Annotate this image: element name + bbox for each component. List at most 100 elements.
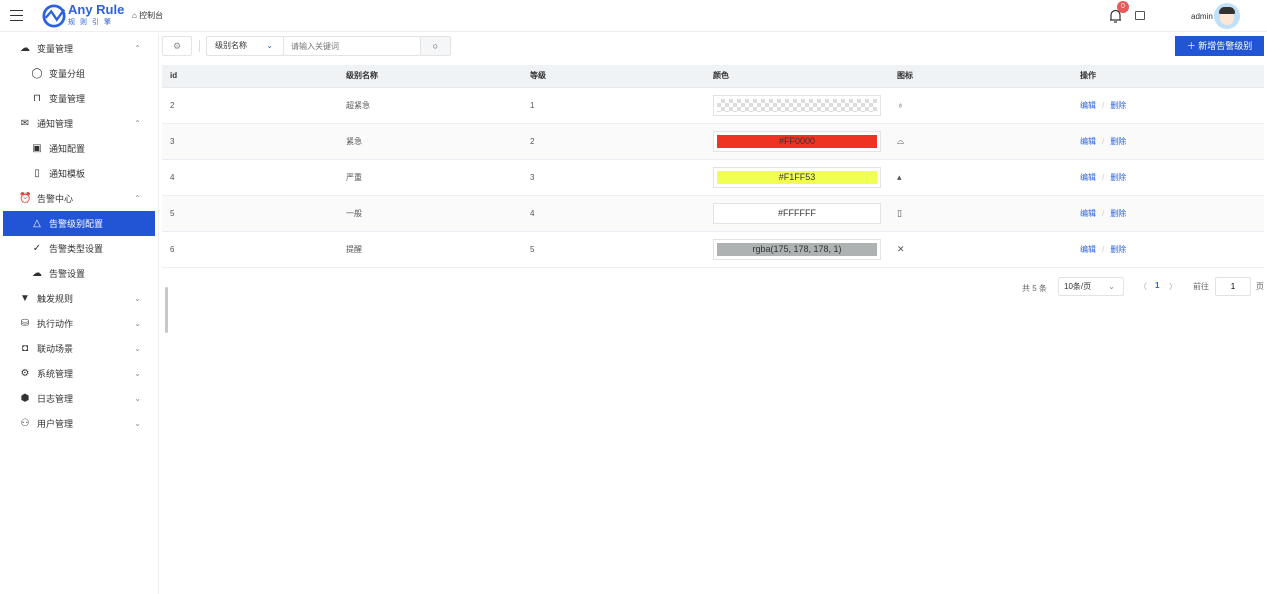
sidebar-item[interactable]: ☁ 变量管理 ⌃	[3, 36, 155, 61]
scrollbar-thumb[interactable]	[165, 287, 168, 333]
settings-button[interactable]: ⚙	[162, 36, 192, 56]
bell-icon[interactable]	[1109, 9, 1122, 23]
search-input[interactable]	[283, 36, 421, 56]
cell-name: 一般	[346, 195, 530, 232]
home-icon: ⌂	[132, 11, 137, 20]
sidebar-item[interactable]: ✓ 告警类型设置	[3, 236, 155, 261]
edit-link[interactable]: 编辑	[1080, 244, 1096, 254]
total-count: 共 5 条	[1022, 283, 1047, 293]
cell-name: 紧急	[346, 123, 530, 160]
column-header: 图标	[897, 65, 1080, 88]
user-icon: ⚇	[20, 418, 30, 429]
delete-link[interactable]: 删除	[1110, 100, 1127, 110]
cup-icon: ▯	[897, 207, 902, 218]
coin-icon: ⛁	[20, 318, 30, 329]
color-swatch: #FF0000	[713, 130, 881, 152]
sidebar-item-label: 通知管理	[37, 119, 74, 129]
chevron-down-icon[interactable]: ⌄	[134, 294, 141, 303]
chevron-down-icon[interactable]: ⌄	[134, 419, 141, 428]
sidebar-item[interactable]: ⚇ 用户管理 ⌄	[3, 411, 155, 436]
chevron-down-icon: ⌄	[266, 41, 273, 50]
delete-link[interactable]: 删除	[1110, 244, 1127, 254]
column-header: id	[162, 65, 346, 88]
sidebar-item[interactable]: ▣ 通知配置	[3, 136, 155, 161]
chevron-down-icon: ⌄	[1108, 282, 1115, 291]
notification-badge: 0	[1117, 1, 1129, 13]
edit-link[interactable]: 编辑	[1080, 100, 1096, 110]
sidebar-item[interactable]: ▼ 触发规则 ⌄	[3, 286, 155, 311]
sidebar-item[interactable]: △ 告警级别配置	[3, 211, 155, 236]
sidebar-item-label: 告警类型设置	[49, 244, 104, 254]
color-swatch: rgba(175, 178, 178, 1)	[713, 238, 881, 260]
table-header: id 级别名称 等级 颜色 图标 操作	[162, 65, 1264, 88]
breadcrumb-home[interactable]: ⌂ 控制台	[132, 11, 163, 21]
table-row: 3 紧急 2 #FF0000 ⌓ 编辑 / 删除	[162, 123, 1264, 160]
menu-icon[interactable]	[10, 10, 23, 21]
prev-page-button[interactable]: 〈	[1139, 282, 1147, 291]
level-table: id 级别名称 等级 颜色 图标 操作 2 超紧急 1 ♁ 编辑 / 删除 3 紧急 2 #F…	[162, 65, 1264, 268]
separator: /	[1102, 208, 1105, 218]
chevron-up-icon[interactable]: ⌃	[134, 44, 141, 53]
sidebar-item-label: 通知配置	[49, 144, 86, 154]
edit-link[interactable]: 编辑	[1080, 136, 1096, 146]
chevron-down-icon[interactable]: ⌄	[134, 394, 141, 403]
page-1-button[interactable]: 1	[1155, 281, 1160, 290]
search-button[interactable]: ○	[420, 36, 451, 56]
edit-link[interactable]: 编辑	[1080, 208, 1096, 218]
sidebar-item[interactable]: ⬢ 日志管理 ⌄	[3, 386, 155, 411]
sidebar-item[interactable]: ☁ 告警设置	[3, 261, 155, 286]
sidebar-item[interactable]: ⏰ 告警中心 ⌃	[3, 186, 155, 211]
logo-subtitle: 规则引擎	[68, 19, 116, 26]
separator: /	[1102, 172, 1105, 182]
color-value: #FF0000	[717, 134, 877, 148]
sidebar-item-label: 告警设置	[49, 269, 86, 279]
delete-link[interactable]: 删除	[1110, 208, 1127, 218]
cell-id: 6	[162, 231, 346, 268]
search-field-select[interactable]: 级别名称 ⌄	[206, 36, 284, 56]
search-icon: ○	[432, 41, 439, 51]
egg-icon: ◯	[31, 68, 43, 79]
chevron-down-icon[interactable]: ⌄	[134, 369, 141, 378]
cloud-icon: ☁	[20, 43, 30, 54]
table-row: 5 一般 4 #FFFFFF ▯ 编辑 / 删除	[162, 195, 1264, 232]
separator: /	[1102, 136, 1105, 146]
sidebar-item[interactable]: ▯ 通知模板	[3, 161, 155, 186]
sidebar-item[interactable]: ⚙ 系统管理 ⌄	[3, 361, 155, 386]
goto-page-input[interactable]	[1215, 277, 1251, 296]
sidebar-item[interactable]: ✉ 通知管理 ⌃	[3, 111, 155, 136]
chevron-down-icon[interactable]: ⌄	[134, 319, 141, 328]
divider	[199, 40, 200, 52]
sidebar-item[interactable]: ⛁ 执行动作 ⌄	[3, 311, 155, 336]
caret-down-icon: ▼	[20, 293, 30, 304]
search-field-value: 级别名称	[215, 41, 247, 50]
chevron-down-icon[interactable]: ⌄	[134, 344, 141, 353]
color-swatch	[713, 94, 881, 116]
table-row: 2 超紧急 1 ♁ 编辑 / 删除	[162, 87, 1264, 124]
next-page-button[interactable]: 〉	[1169, 282, 1177, 291]
add-level-button[interactable]: ＋ 新增告警级别	[1175, 36, 1264, 56]
chevron-up-icon[interactable]: ⌃	[134, 119, 141, 128]
sidebar-item[interactable]: ◘ 联动场景 ⌄	[3, 336, 155, 361]
sidebar-item-label: 变量管理	[49, 94, 86, 104]
avatar[interactable]	[1214, 3, 1240, 29]
separator: /	[1102, 244, 1105, 254]
logo-title: Any Rule	[68, 2, 125, 17]
sidebar-item[interactable]: ◯ 变量分组	[3, 61, 155, 86]
gear-icon: ⚙	[20, 368, 30, 379]
chevron-up-icon[interactable]: ⌃	[134, 194, 141, 203]
add-level-label: 新增告警级别	[1198, 41, 1253, 51]
wallet-icon[interactable]	[1135, 11, 1145, 20]
gear-icon: ⚙	[172, 41, 182, 51]
mail-icon: ✉	[20, 118, 30, 129]
username[interactable]: admin	[1191, 12, 1213, 21]
delete-link[interactable]: 删除	[1110, 136, 1127, 146]
kettle-icon: ⌓	[897, 135, 905, 146]
caret-up-icon: ▴	[897, 171, 902, 182]
check-icon: ✓	[32, 243, 42, 254]
edit-link[interactable]: 编辑	[1080, 172, 1096, 182]
board-icon: ⊓	[33, 93, 41, 104]
delete-link[interactable]: 删除	[1110, 172, 1127, 182]
sidebar-item-label: 告警级别配置	[49, 219, 104, 229]
sidebar-item[interactable]: ⊓ 变量管理	[3, 86, 155, 111]
page-size-select[interactable]: 10条/页 ⌄	[1058, 277, 1124, 296]
